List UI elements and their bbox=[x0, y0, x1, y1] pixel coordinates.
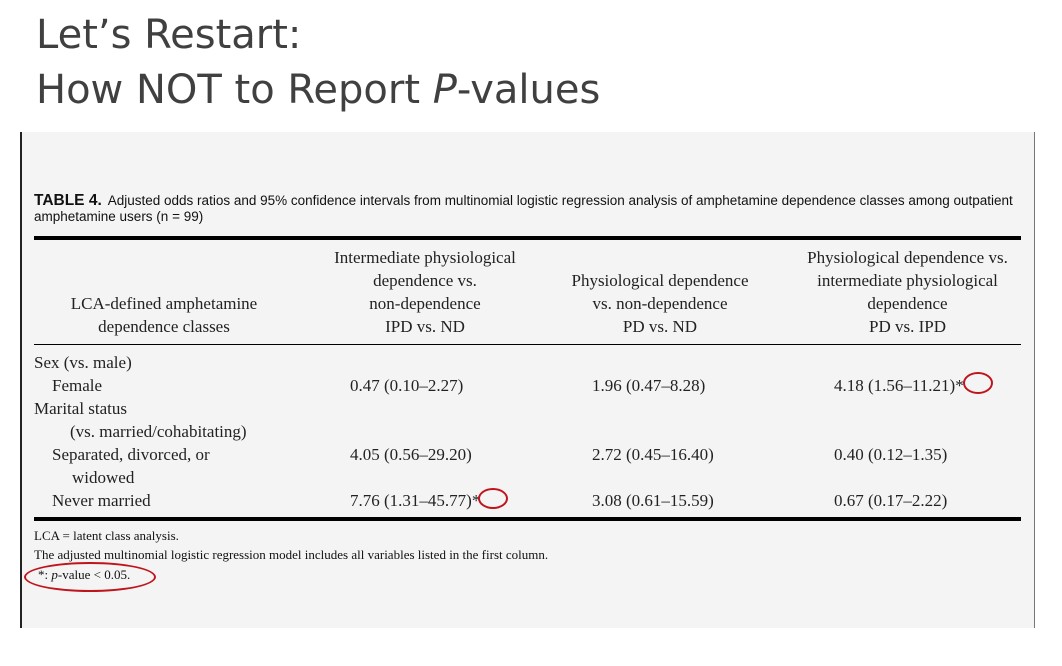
table-caption-text: Adjusted odds ratios and 95% confidence … bbox=[34, 193, 1013, 224]
annotation-circle-female-star bbox=[963, 372, 993, 394]
row-never-label: Never married bbox=[52, 491, 151, 510]
row-female-label: Female bbox=[52, 376, 103, 395]
slide-title: Let’s Restart: How NOT to Report P-value… bbox=[36, 8, 600, 118]
note-lca: LCA = latent class analysis. bbox=[34, 528, 179, 543]
col3-header-line2: intermediate physiological bbox=[817, 271, 998, 290]
row-separated-label-1: Separated, divorced, or bbox=[52, 445, 210, 464]
table-header-rule bbox=[34, 344, 1021, 345]
row-separated-pd: 2.72 (0.45–16.40) bbox=[592, 445, 714, 464]
col1-header-line1: Intermediate physiological bbox=[334, 248, 516, 267]
col2-header-line2: vs. non-dependence bbox=[592, 294, 728, 313]
col2-header-line1: Physiological dependence bbox=[571, 271, 749, 290]
row-sex-label: Sex (vs. male) bbox=[34, 353, 132, 372]
slide-title-p-italic: P bbox=[432, 67, 457, 113]
col3-header-line3: dependence bbox=[867, 294, 948, 313]
col3-header-line4: PD vs. IPD bbox=[869, 317, 946, 336]
col1-header: Intermediate physiological dependence vs… bbox=[300, 246, 550, 338]
table-screenshot-panel bbox=[20, 132, 1035, 628]
row-marital-label: Marital status bbox=[34, 399, 128, 418]
row-never-pd-vs-ipd: 0.67 (0.17–2.22) bbox=[834, 491, 948, 510]
col3-header-line1: Physiological dependence vs. bbox=[807, 248, 1008, 267]
slide-title-line1: Let’s Restart: bbox=[36, 12, 302, 58]
table-caption: TABLE 4. Adjusted odds ratios and 95% con… bbox=[34, 193, 1024, 225]
annotation-circle-never-married-star bbox=[478, 488, 508, 509]
col1-header-line2: dependence vs. bbox=[373, 271, 477, 290]
col1-header-line3: non-dependence bbox=[369, 294, 481, 313]
col2-header: Physiological dependence vs. non-depende… bbox=[545, 269, 775, 338]
col0-header-line2: dependence classes bbox=[98, 317, 230, 336]
row-separated-ipd: 4.05 (0.56–29.20) bbox=[350, 445, 472, 464]
annotation-circle-pvalue-note bbox=[24, 562, 156, 592]
col0-header-line1: LCA-defined amphetamine bbox=[70, 294, 258, 313]
table-top-rule bbox=[34, 236, 1021, 240]
col1-header-line4: IPD vs. ND bbox=[385, 317, 465, 336]
slide-title-line2-post: -values bbox=[456, 67, 601, 113]
row-separated-label-2: widowed bbox=[72, 468, 135, 487]
row-never-pd: 3.08 (0.61–15.59) bbox=[592, 491, 714, 510]
slide-title-line2: How NOT to Report P-values bbox=[36, 63, 600, 118]
col0-header: LCA-defined amphetamine dependence class… bbox=[34, 292, 294, 338]
note-model: The adjusted multinomial logistic regres… bbox=[34, 547, 549, 562]
row-female-pd-vs-ipd: 4.18 (1.56–11.21)* bbox=[834, 376, 964, 395]
row-never-ipd: 7.76 (1.31–45.77)* bbox=[350, 491, 481, 510]
row-female-ipd: 0.47 (0.10–2.27) bbox=[350, 376, 464, 395]
col2-header-line3: PD vs. ND bbox=[622, 317, 698, 336]
slide-title-line2-pre: How NOT to Report bbox=[36, 67, 433, 113]
table-bottom-rule bbox=[34, 517, 1021, 521]
col3-header: Physiological dependence vs. intermediat… bbox=[785, 246, 1030, 338]
row-marital-sub: (vs. married/cohabitating) bbox=[70, 422, 247, 441]
row-female-pd: 1.96 (0.47–8.28) bbox=[592, 376, 706, 395]
row-separated-pd-vs-ipd: 0.40 (0.12–1.35) bbox=[834, 445, 948, 464]
table-caption-label: TABLE 4. bbox=[34, 192, 102, 209]
